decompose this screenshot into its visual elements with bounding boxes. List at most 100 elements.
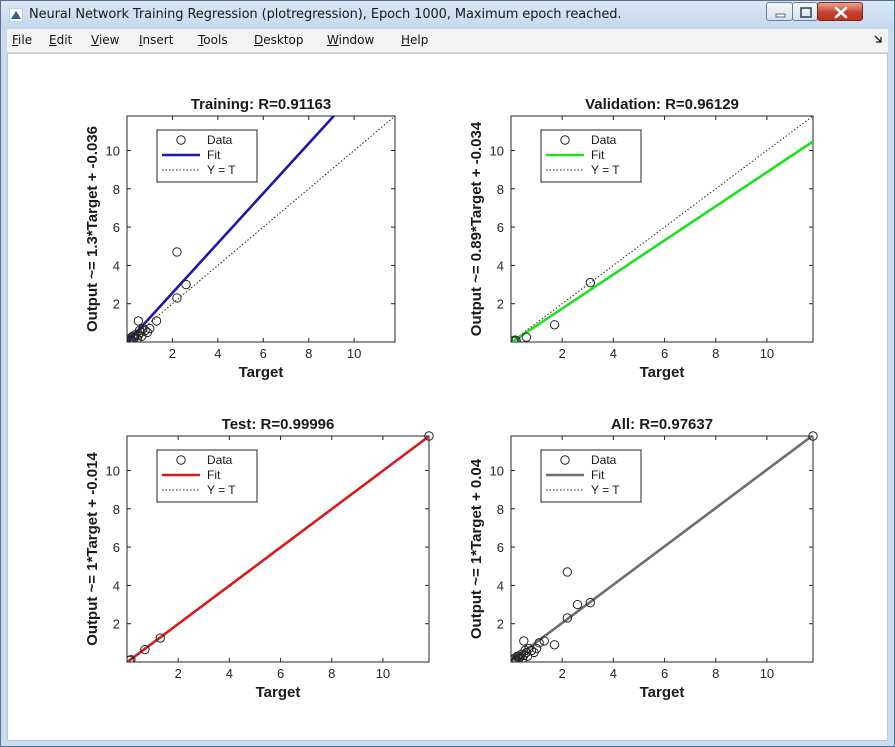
- y-tick-label: 10: [106, 463, 120, 478]
- data-point: [521, 332, 532, 342]
- x-tick-label: 4: [226, 666, 233, 681]
- y-tick-label: 10: [490, 463, 504, 478]
- menu-edit[interactable]: Edit: [49, 33, 73, 47]
- y-tick-label: 4: [113, 258, 120, 273]
- legend-label: Y = T: [207, 163, 236, 177]
- legend-data-marker: [560, 455, 570, 465]
- figure-canvas: 2 4 6 8 10 2 4 6 8 10 Training: R=0.91163 Target Out…: [7, 53, 888, 741]
- data-point: [522, 651, 533, 661]
- y-tick-label: 4: [497, 258, 504, 273]
- close-button[interactable]: [817, 2, 863, 21]
- fit-line: [511, 140, 813, 342]
- legend-label: Data: [207, 453, 233, 467]
- legend-label: Data: [591, 453, 617, 467]
- y-tick-label: 4: [497, 578, 504, 593]
- y-tick-label: 6: [497, 220, 504, 235]
- fit-line: [127, 436, 429, 662]
- plot-title: Validation: R=0.96129: [585, 96, 739, 113]
- legend-label: Y = T: [207, 483, 236, 497]
- y-tick-label: 6: [113, 540, 120, 555]
- data-point: [151, 316, 162, 326]
- menu-window[interactable]: Window: [327, 33, 375, 47]
- data-point: [155, 633, 165, 643]
- data-point: [172, 247, 182, 257]
- data-point: [572, 599, 583, 610]
- x-tick-label: 2: [559, 666, 566, 681]
- menu-tools[interactable]: Tools: [198, 33, 228, 47]
- data-point: [172, 293, 182, 303]
- fit-line: [511, 436, 813, 662]
- data-point: [140, 325, 150, 336]
- y-tick-label: 2: [113, 617, 120, 632]
- maximize-icon: [800, 7, 812, 18]
- x-axis-label: Target: [640, 364, 685, 381]
- data-point: [562, 613, 573, 623]
- data-point-edge: [808, 431, 818, 441]
- x-tick-label: 4: [610, 346, 617, 361]
- minimize-button[interactable]: [766, 2, 793, 21]
- plot-area: [127, 116, 395, 342]
- y-tick-label: 6: [497, 540, 504, 555]
- menu-file[interactable]: File: [12, 33, 33, 47]
- plot-area: [511, 436, 813, 662]
- data-point: [511, 656, 521, 662]
- y-tick-label: 8: [113, 182, 120, 197]
- plot-title: Training: R=0.91163: [191, 96, 332, 113]
- regression-plot-1: 2 4 6 8 10 2 4 6 8 10 Training: R=0.91163 Target Out…: [84, 96, 396, 381]
- close-icon: [834, 6, 848, 19]
- y-axis-label: Output ~= 1.3*Target + -0.036: [84, 126, 101, 332]
- data-point: [519, 636, 529, 646]
- y-tick-label: 2: [497, 617, 504, 632]
- y-tick-label: 8: [497, 182, 504, 197]
- maximize-button[interactable]: [792, 2, 818, 21]
- legend-label: Fit: [207, 468, 221, 482]
- legend-label: Y = T: [591, 483, 620, 497]
- data-point: [531, 643, 542, 654]
- data-point-edge: [424, 431, 434, 441]
- menu-help[interactable]: Help: [401, 33, 429, 47]
- y-tick-label: 6: [113, 220, 120, 235]
- title-bar[interactable]: Neural Network Training Regression (plot…: [1, 1, 894, 29]
- regression-plots: 2 4 6 8 10 2 4 6 8 10 Training: R=0.91163 Target Out…: [84, 96, 818, 701]
- x-tick-label: 10: [760, 666, 774, 681]
- x-tick-label: 8: [305, 346, 312, 361]
- matlab-app-icon: [9, 8, 23, 22]
- dock-arrow-icon[interactable]: [874, 35, 882, 43]
- window-title: Neural Network Training Regression (plot…: [29, 7, 622, 22]
- x-axis-label: Target: [256, 684, 301, 701]
- menu-desktop[interactable]: Desktop: [254, 33, 304, 47]
- legend-data-marker: [176, 135, 186, 145]
- data-point: [511, 335, 521, 342]
- x-tick-label: 6: [277, 666, 284, 681]
- x-tick-label: 2: [559, 346, 566, 361]
- data-point: [549, 640, 560, 650]
- x-tick-label: 4: [610, 666, 617, 681]
- menu-insert[interactable]: Insert: [139, 33, 174, 47]
- fit-line: [127, 116, 336, 342]
- y-tick-label: 4: [113, 578, 120, 593]
- legend-label: Data: [207, 133, 233, 147]
- data-point: [513, 651, 524, 661]
- x-tick-label: 8: [712, 666, 719, 681]
- data-point: [519, 650, 529, 660]
- x-tick-label: 6: [260, 346, 267, 361]
- data-point: [585, 597, 596, 608]
- legend-label: Fit: [207, 148, 221, 162]
- x-tick-label: 8: [712, 346, 719, 361]
- x-tick-label: 6: [661, 666, 668, 681]
- data-point: [562, 567, 573, 577]
- data-point: [511, 335, 520, 342]
- data-point: [539, 636, 549, 646]
- y-tick-label: 2: [113, 297, 120, 312]
- x-tick-label: 2: [169, 346, 176, 361]
- regression-plot-3: 2 4 6 8 10 2 4 6 8 10 Test: R=0.99996 Target Output …: [84, 416, 434, 701]
- menu-view[interactable]: View: [91, 33, 120, 47]
- data-point: [145, 323, 155, 334]
- minimize-icon: [775, 13, 786, 18]
- data-point: [133, 330, 144, 340]
- x-tick-label: 10: [376, 666, 390, 681]
- y-tick-label: 8: [497, 502, 504, 517]
- y-tick-label: 10: [490, 143, 504, 158]
